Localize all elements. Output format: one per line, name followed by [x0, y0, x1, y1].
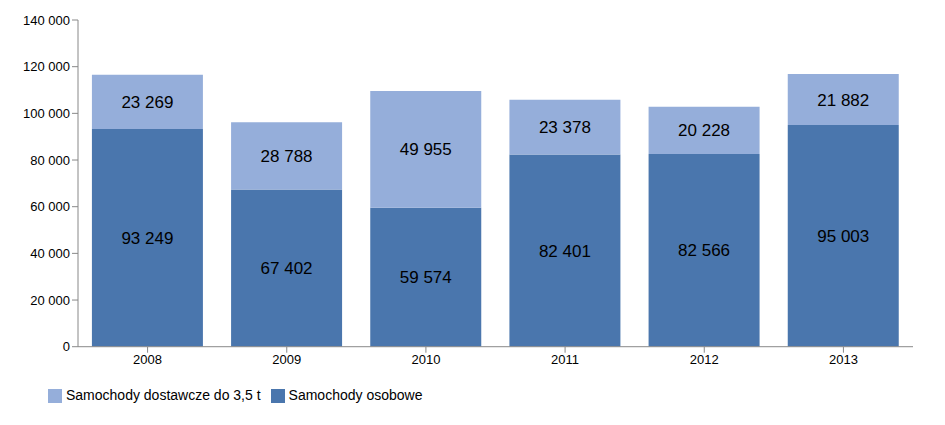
svg-text:2013: 2013: [829, 352, 858, 367]
svg-text:100 000: 100 000: [23, 106, 70, 121]
svg-text:140 000: 140 000: [23, 13, 70, 28]
html-text:Samochody dostawcze do 3,5 t: Samochody dostawcze do 3,5 t: [66, 386, 261, 403]
svg-text:40 000: 40 000: [30, 246, 70, 261]
svg-text:49 955: 49 955: [400, 140, 452, 159]
svg-text:67 402: 67 402: [261, 259, 313, 278]
svg-text:28 788: 28 788: [261, 147, 313, 166]
svg-text:2010: 2010: [411, 352, 440, 367]
svg-text:23 269: 23 269: [121, 93, 173, 112]
svg-text:2011: 2011: [551, 352, 579, 367]
svg-text:20 000: 20 000: [30, 293, 70, 308]
svg-text:93 249: 93 249: [121, 229, 173, 248]
svg-text:20 228: 20 228: [678, 121, 730, 140]
svg-text:2009: 2009: [272, 352, 301, 367]
svg-text:82 401: 82 401: [539, 242, 591, 261]
svg-text:2008: 2008: [133, 352, 162, 367]
svg-text:23 378: 23 378: [539, 118, 591, 137]
svg-text:59 574: 59 574: [400, 268, 452, 287]
svg-text:0: 0: [63, 339, 70, 354]
svg-text:60 000: 60 000: [30, 199, 70, 214]
svg-text:80 000: 80 000: [30, 153, 70, 168]
svg-text:120 000: 120 000: [23, 59, 70, 74]
html-text:Samochody osobowe: Samochody osobowe: [288, 386, 423, 403]
svg-text:82 566: 82 566: [678, 241, 730, 260]
svg-text:95 003: 95 003: [817, 227, 869, 246]
svg-text:21 882: 21 882: [817, 91, 869, 110]
svg-text:2012: 2012: [690, 352, 719, 367]
